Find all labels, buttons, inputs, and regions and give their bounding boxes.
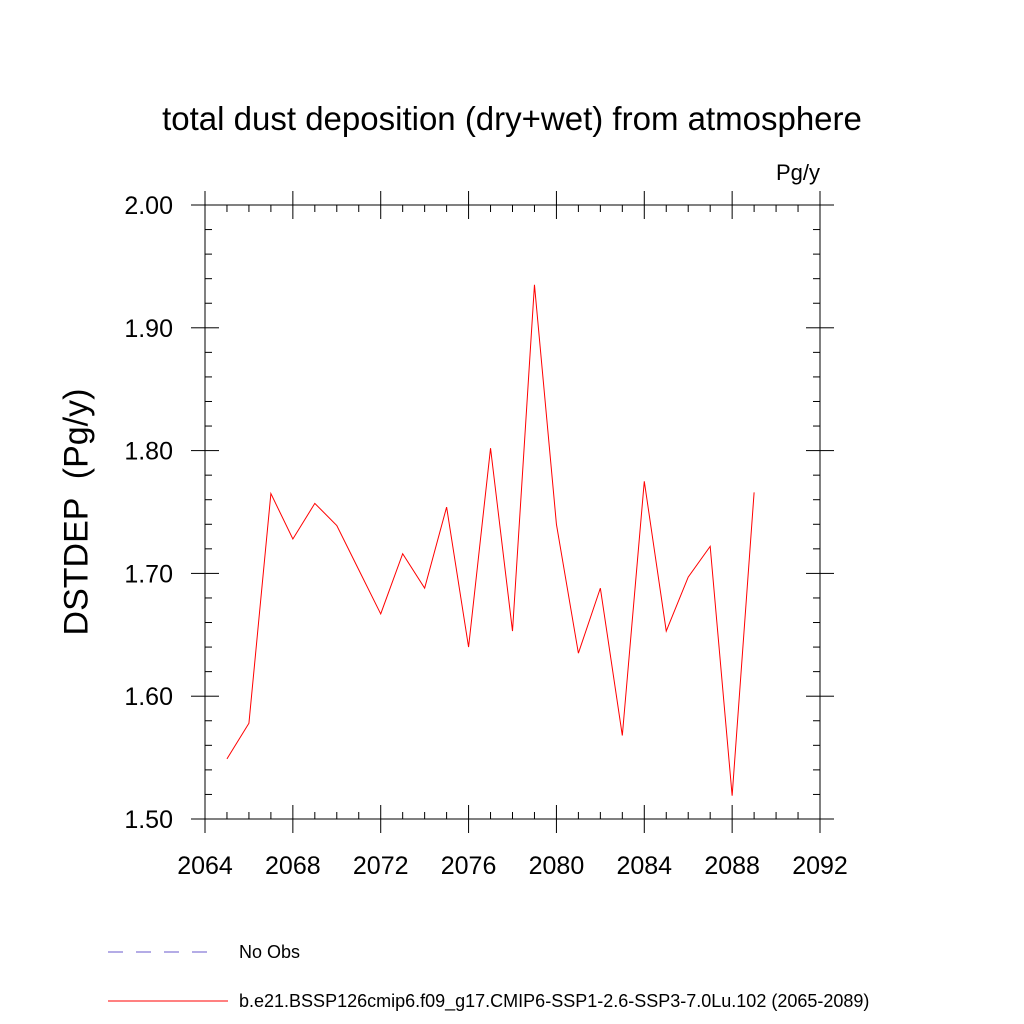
y-tick-label: 1.50 [124, 806, 173, 834]
x-tick-label: 2092 [792, 852, 848, 880]
x-tick-label: 2064 [177, 852, 233, 880]
y-tick-label: 1.70 [124, 560, 173, 588]
y-tick-label: 2.00 [124, 192, 173, 220]
x-tick-label: 2088 [704, 852, 760, 880]
unit-label: Pg/y [775, 160, 820, 185]
legend-swatch-dashed [108, 951, 216, 953]
y-tick-label: 1.60 [124, 683, 173, 711]
y-tick-label: 1.80 [124, 438, 173, 466]
legend-label: No Obs [239, 942, 301, 962]
legend-swatch-solid [108, 1000, 228, 1002]
x-tick-label: 2080 [529, 852, 585, 880]
x-tick-label: 2072 [353, 852, 409, 880]
x-tick-label: 2068 [265, 852, 321, 880]
series-line [226, 284, 755, 796]
chart-title: total dust deposition (dry+wet) from atm… [162, 100, 862, 137]
x-tick-label: 2076 [441, 852, 497, 880]
legend-label: b.e21.BSSP126cmip6.f09_g17.CMIP6-SSP1-2.… [239, 991, 870, 1011]
y-tick-label: 1.90 [124, 315, 173, 343]
plot-frame [204, 204, 821, 820]
x-tick-label: 2084 [616, 852, 672, 880]
